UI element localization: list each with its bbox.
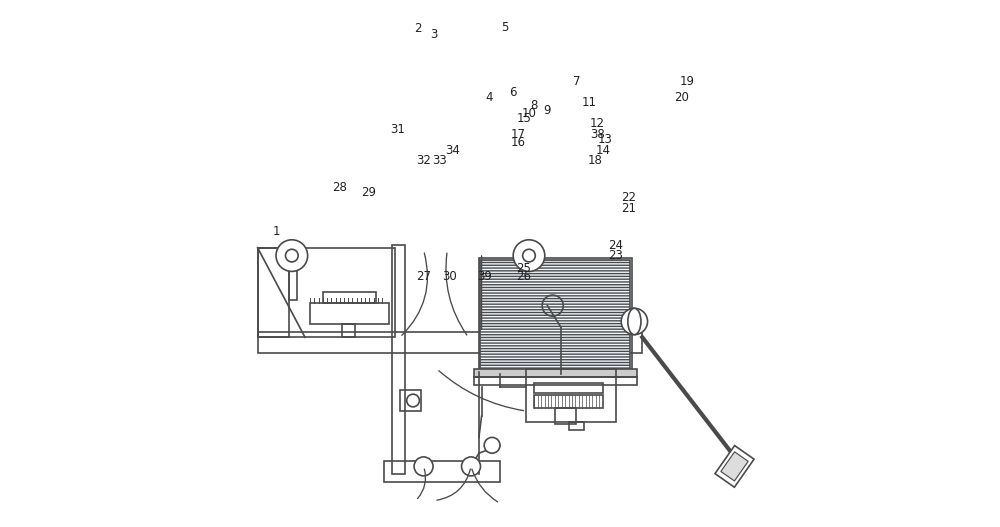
Bar: [480, 260, 630, 373]
Bar: [400, 390, 421, 411]
Circle shape: [484, 437, 500, 453]
Bar: [474, 377, 637, 385]
Text: 1: 1: [272, 226, 280, 238]
Text: 21: 21: [622, 202, 637, 214]
Bar: [534, 395, 603, 408]
Circle shape: [407, 394, 419, 407]
Bar: [289, 269, 297, 300]
Text: 15: 15: [516, 112, 531, 125]
Polygon shape: [721, 452, 748, 481]
Bar: [384, 461, 500, 482]
Circle shape: [523, 249, 535, 262]
Circle shape: [414, 457, 433, 476]
Text: 4: 4: [486, 91, 493, 104]
Circle shape: [462, 457, 481, 476]
Bar: [258, 248, 395, 337]
Text: 8: 8: [531, 99, 538, 112]
Text: 23: 23: [609, 249, 623, 262]
Bar: [474, 369, 637, 377]
Text: 16: 16: [511, 136, 526, 149]
Text: 12: 12: [590, 118, 605, 130]
Text: 26: 26: [516, 270, 531, 283]
Bar: [534, 383, 603, 393]
Bar: [310, 303, 389, 324]
Text: 14: 14: [595, 144, 610, 157]
Bar: [392, 245, 405, 474]
Bar: [569, 422, 584, 430]
Text: 6: 6: [509, 86, 517, 99]
Text: 32: 32: [416, 154, 431, 167]
Circle shape: [621, 308, 648, 335]
Polygon shape: [715, 445, 754, 487]
Text: 11: 11: [582, 96, 597, 109]
Ellipse shape: [628, 308, 641, 335]
Text: 27: 27: [416, 270, 431, 283]
Text: 19: 19: [680, 75, 695, 88]
Text: 22: 22: [622, 191, 637, 204]
Text: 7: 7: [573, 75, 580, 88]
Text: 25: 25: [516, 262, 531, 275]
Text: 3: 3: [430, 28, 438, 41]
Text: 31: 31: [390, 123, 405, 135]
Bar: [555, 408, 576, 424]
Text: 29: 29: [361, 186, 376, 199]
Text: 28: 28: [332, 181, 347, 193]
Text: 10: 10: [522, 107, 536, 120]
Text: 24: 24: [608, 239, 623, 251]
Text: 39: 39: [477, 270, 492, 283]
Text: 30: 30: [443, 270, 457, 283]
Text: 13: 13: [598, 133, 613, 146]
Text: 33: 33: [432, 154, 447, 167]
Bar: [526, 369, 616, 422]
Text: 9: 9: [544, 104, 551, 117]
Bar: [342, 324, 355, 337]
Text: 2: 2: [415, 23, 422, 35]
Polygon shape: [258, 248, 289, 337]
Text: 17: 17: [511, 128, 526, 141]
Bar: [323, 292, 376, 303]
Text: 34: 34: [445, 144, 460, 157]
Text: 18: 18: [587, 154, 602, 167]
Bar: [479, 258, 632, 374]
Circle shape: [286, 249, 298, 262]
Bar: [258, 332, 642, 353]
Circle shape: [513, 240, 545, 271]
Text: 5: 5: [502, 21, 509, 34]
Text: 38: 38: [590, 128, 605, 141]
Text: 20: 20: [674, 91, 689, 104]
Circle shape: [276, 240, 308, 271]
